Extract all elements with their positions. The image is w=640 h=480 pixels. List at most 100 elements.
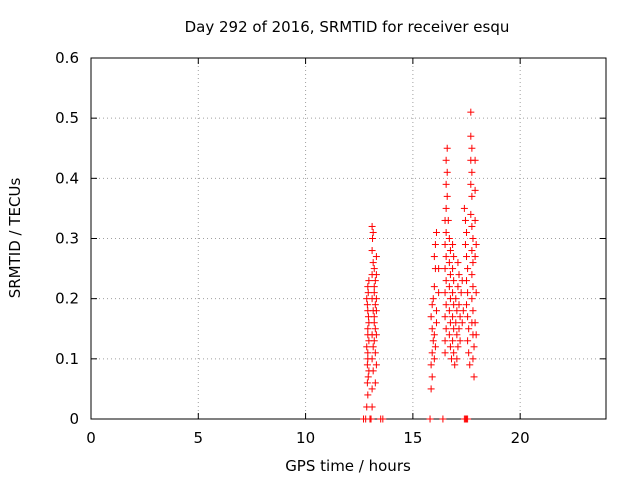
data-point <box>441 265 449 273</box>
data-point <box>372 253 380 261</box>
data-point <box>370 337 378 345</box>
data-point <box>460 204 468 212</box>
data-point <box>370 265 378 273</box>
data-point <box>454 283 462 291</box>
data-point <box>365 277 373 285</box>
data-point <box>459 307 467 315</box>
data-point <box>363 301 371 309</box>
data-point <box>469 259 477 267</box>
data-point <box>428 325 436 333</box>
data-point <box>471 186 479 194</box>
data-point <box>469 283 477 291</box>
data-point <box>442 228 450 236</box>
axis-ticks <box>90 57 606 420</box>
data-point <box>468 168 476 176</box>
data-point <box>443 168 451 176</box>
data-point <box>432 319 440 327</box>
data-point <box>430 355 438 363</box>
data-point <box>441 313 449 321</box>
chart-title: Day 292 of 2016, SRMTID for receiver esq… <box>185 18 510 36</box>
data-point <box>463 228 471 236</box>
data-point <box>450 253 458 261</box>
data-point <box>364 289 372 297</box>
data-point <box>445 259 453 267</box>
data-point <box>450 349 458 357</box>
data-point <box>368 403 376 411</box>
data-point <box>464 337 472 345</box>
data-point <box>467 108 475 116</box>
data-point <box>427 385 435 393</box>
data-point <box>470 373 478 381</box>
x-tick-label: 20 <box>511 429 530 447</box>
data-point <box>441 241 449 249</box>
data-point <box>369 367 377 375</box>
data-point <box>465 325 473 333</box>
data-point <box>430 331 438 339</box>
data-point <box>455 325 463 333</box>
data-point <box>449 337 457 345</box>
x-tick-labels: 0 5 10 15 20 <box>86 429 529 447</box>
data-point <box>461 241 469 249</box>
data-point <box>446 247 454 255</box>
grid <box>91 58 606 419</box>
data-point <box>428 349 436 357</box>
data-point <box>442 204 450 212</box>
data-point <box>372 331 380 339</box>
data-point <box>461 216 469 224</box>
data-point <box>467 132 475 140</box>
data-point <box>428 373 436 381</box>
data-point <box>471 319 479 327</box>
data-point <box>368 385 376 393</box>
data-point <box>432 307 440 315</box>
data-point <box>441 349 449 357</box>
data-point <box>464 415 472 423</box>
data-point <box>442 180 450 188</box>
data-point <box>471 156 479 164</box>
data-point <box>369 235 377 242</box>
data-point <box>442 301 450 309</box>
data-point <box>469 355 477 363</box>
data-point <box>449 289 457 297</box>
data-point <box>467 210 475 218</box>
data-point <box>364 391 372 399</box>
data-point <box>435 289 443 297</box>
y-tick-label: 0 <box>69 410 79 428</box>
data-point <box>372 295 380 303</box>
data-point <box>450 277 458 285</box>
data-point <box>449 313 457 321</box>
data-point <box>446 271 454 279</box>
y-axis-label: SRMTID / TECUs <box>6 178 24 299</box>
plot-frame <box>90 57 607 420</box>
data-point <box>426 415 434 423</box>
data-point <box>372 271 380 279</box>
data-point <box>454 343 462 351</box>
data-point <box>371 301 379 309</box>
data-point <box>429 337 437 345</box>
data-point <box>449 241 457 249</box>
x-axis-label: GPS time / hours <box>285 457 411 475</box>
data-point <box>369 259 377 267</box>
data-point <box>371 379 379 387</box>
data-point <box>371 325 379 333</box>
data-point <box>472 331 480 339</box>
y-tick-label: 0.5 <box>55 109 79 127</box>
data-point <box>457 289 465 297</box>
data-point <box>442 277 450 285</box>
data-point <box>372 307 380 315</box>
data-point <box>370 313 378 321</box>
y-tick-labels: 0 0.1 0.2 0.3 0.4 0.5 0.6 <box>55 49 79 428</box>
data-point <box>364 325 372 333</box>
data-point <box>449 265 457 273</box>
data-point <box>467 180 475 188</box>
data-point <box>435 265 443 273</box>
data-point <box>439 415 447 423</box>
data-point <box>369 228 377 236</box>
data-point <box>453 331 461 339</box>
data-point <box>379 415 387 423</box>
y-tick-label: 0.6 <box>55 49 79 67</box>
y-tick-label: 0.1 <box>55 350 79 368</box>
x-tick-label: 10 <box>296 429 315 447</box>
data-point <box>468 144 476 152</box>
data-point <box>430 283 438 291</box>
data-point <box>468 247 476 255</box>
